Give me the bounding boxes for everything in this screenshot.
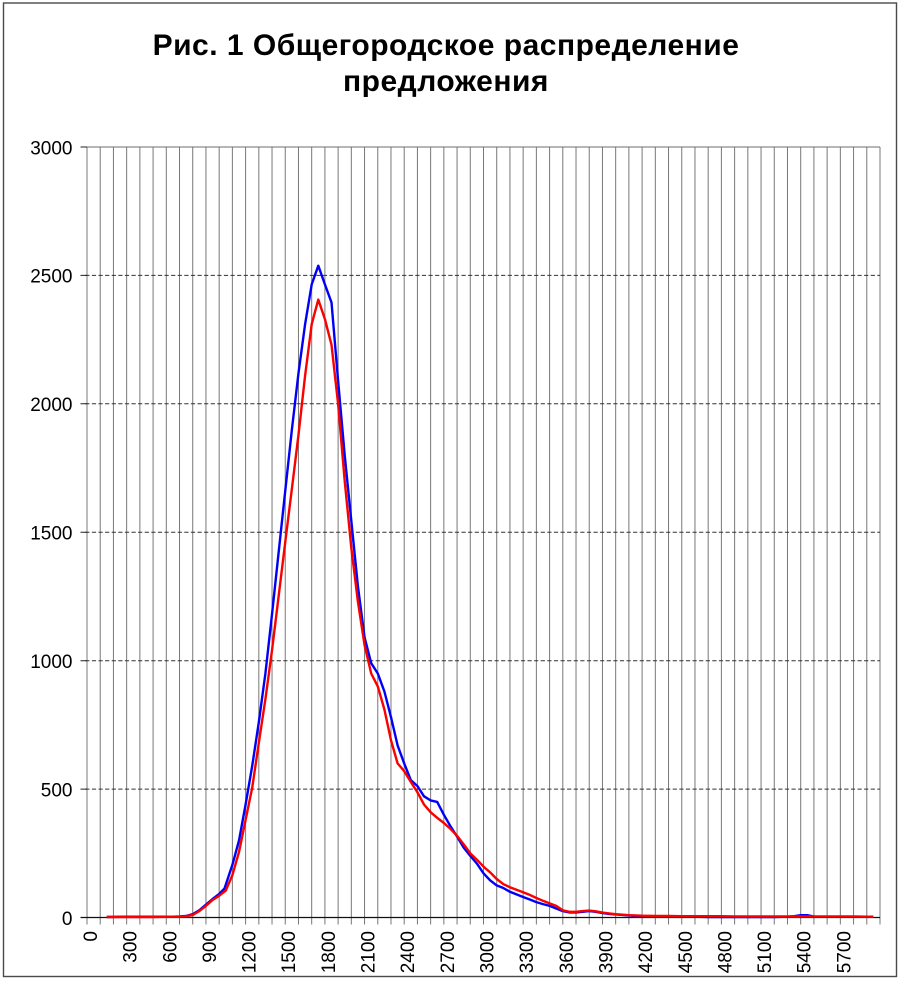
svg-text:900: 900 — [200, 931, 221, 963]
svg-text:0: 0 — [62, 909, 73, 930]
svg-text:3300: 3300 — [517, 931, 538, 973]
svg-text:600: 600 — [160, 931, 181, 963]
svg-text:3000: 3000 — [30, 138, 72, 159]
svg-text:2700: 2700 — [438, 931, 459, 973]
svg-text:1000: 1000 — [30, 652, 72, 673]
svg-text:4200: 4200 — [636, 931, 657, 973]
svg-text:3900: 3900 — [597, 931, 618, 973]
svg-text:4500: 4500 — [676, 931, 697, 973]
svg-text:3000: 3000 — [478, 931, 499, 973]
svg-text:300: 300 — [121, 931, 142, 963]
svg-text:3600: 3600 — [557, 931, 578, 973]
svg-text:Рис. 1 Общегородское распредел: Рис. 1 Общегородское распределение — [153, 29, 740, 62]
svg-text:1800: 1800 — [319, 931, 340, 973]
svg-text:2000: 2000 — [30, 395, 72, 416]
svg-text:5100: 5100 — [755, 931, 776, 973]
svg-text:2500: 2500 — [30, 267, 72, 288]
svg-text:5400: 5400 — [795, 931, 816, 973]
svg-text:0: 0 — [81, 931, 102, 942]
svg-text:1200: 1200 — [240, 931, 261, 973]
svg-text:4800: 4800 — [715, 931, 736, 973]
svg-text:2400: 2400 — [398, 931, 419, 973]
svg-text:2100: 2100 — [359, 931, 380, 973]
svg-text:500: 500 — [41, 780, 73, 801]
svg-text:5700: 5700 — [834, 931, 855, 973]
svg-text:1500: 1500 — [30, 524, 72, 545]
svg-text:1500: 1500 — [279, 931, 300, 973]
svg-text:предложения: предложения — [343, 65, 549, 98]
